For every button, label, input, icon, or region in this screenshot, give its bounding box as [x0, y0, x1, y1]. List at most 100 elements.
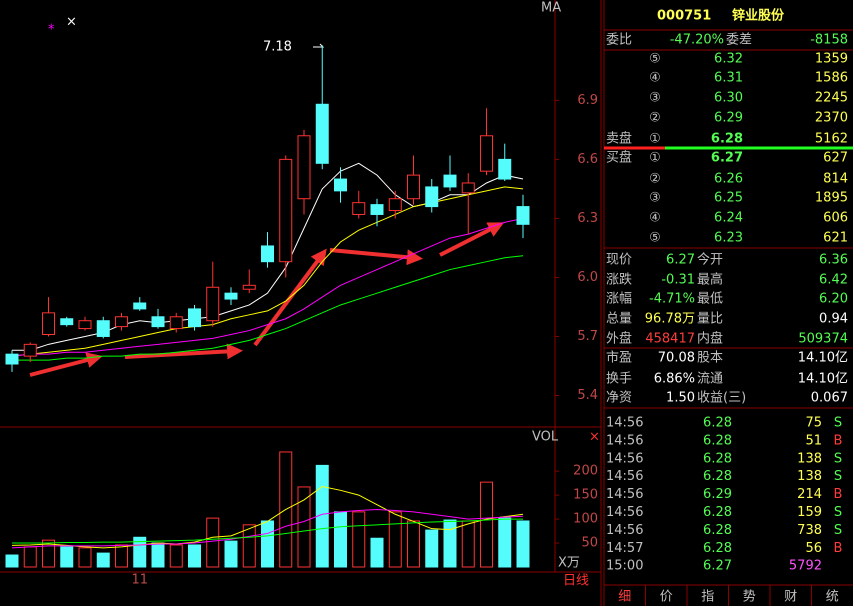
quote-text: B — [834, 433, 843, 448]
quote-text: S — [834, 451, 842, 466]
quote-text: ① — [649, 151, 661, 166]
quote-text: ③ — [649, 91, 661, 106]
y-tick-label: 6.9 — [577, 93, 598, 108]
quote-text: 14:56 — [606, 523, 643, 538]
candle-body — [60, 318, 74, 326]
quote-text: 2245 — [815, 91, 848, 106]
quote-text: 14:56 — [606, 433, 643, 448]
candle-body — [188, 308, 201, 328]
quote-text: 6.86% — [654, 372, 695, 387]
quote-text: ④ — [649, 71, 661, 86]
quote-text: 6.28 — [703, 523, 732, 538]
volume-bar — [425, 529, 439, 568]
quote-text: 6.28 — [711, 132, 743, 147]
volume-bar — [407, 520, 420, 568]
quote-text: 70.08 — [658, 351, 695, 366]
quote-text: 15:00 — [606, 559, 643, 574]
quote-text: 14:57 — [606, 541, 643, 556]
quote-text: 14:56 — [606, 451, 643, 466]
y-tick-label: 6.3 — [577, 211, 598, 226]
quote-text: S — [834, 469, 842, 484]
quote-text: 6.23 — [714, 231, 743, 246]
close-icon[interactable]: × — [589, 430, 600, 445]
quote-text: -47.20% — [670, 33, 724, 48]
candle-body — [42, 312, 55, 335]
y-tick-label: 5.4 — [577, 388, 598, 403]
tab[interactable]: 细 — [618, 590, 631, 605]
candle-body — [480, 135, 493, 172]
quote-text: 6.32 — [714, 52, 743, 67]
quote-text: 6.28 — [703, 469, 732, 484]
volume-bar — [443, 519, 457, 568]
quote-text: 458417 — [645, 332, 695, 347]
period-button[interactable]: 日线 — [563, 574, 589, 589]
quote-text: 委差 — [726, 33, 752, 48]
quote-text: 96.78万 — [645, 312, 695, 327]
volume-bar — [388, 511, 402, 568]
volume-bar — [498, 517, 512, 568]
quote-text: B — [834, 487, 843, 502]
quote-text: 6.28 — [703, 541, 732, 556]
y-tick-label: 50 — [581, 536, 598, 551]
ma-line — [11, 217, 524, 357]
quote-text: S — [834, 523, 842, 538]
vol-ma-line — [11, 508, 524, 549]
quote-text: 内盘 — [697, 331, 723, 347]
quote-text: 6.27 — [666, 253, 695, 268]
quote-text: 股本 — [697, 351, 723, 366]
candle-body — [388, 198, 402, 212]
quote-text: 1586 — [815, 71, 848, 86]
quote-text: 量比 — [697, 312, 723, 327]
quote-text: 总量 — [606, 312, 632, 327]
volume-bar — [5, 554, 19, 568]
tab[interactable]: 财 — [784, 590, 797, 605]
quote-text: 6.24 — [714, 211, 743, 226]
vol-ma-line — [11, 485, 524, 549]
candle-body — [443, 174, 457, 188]
candle-body — [133, 302, 147, 310]
quote-text: 现价 — [606, 253, 632, 268]
tab[interactable]: 价 — [660, 590, 673, 605]
quote-text: B — [834, 541, 843, 556]
quote-text: 14.10亿 — [798, 372, 848, 387]
quote-text: 6.26 — [714, 172, 743, 187]
quote-text: 6.30 — [714, 91, 743, 106]
volume-bar — [242, 524, 256, 568]
quote-text: 外盘 — [606, 331, 632, 347]
volume-bar — [78, 547, 92, 568]
quote-text: -4.71% — [649, 292, 695, 307]
volume-bar — [169, 544, 183, 568]
candle-body — [5, 353, 19, 365]
quote-text: 净资 — [606, 391, 632, 406]
quote-text: 814 — [823, 172, 848, 187]
candle-body — [425, 186, 439, 208]
tab[interactable]: 统 — [826, 590, 839, 605]
quote-text: 1895 — [815, 191, 848, 206]
candle-body — [315, 103, 329, 164]
tab[interactable]: 指 — [701, 590, 714, 605]
quote-text: 最低 — [697, 292, 723, 307]
quote-text: 509374 — [798, 332, 848, 347]
candle-body — [498, 158, 512, 180]
quote-text: 1359 — [815, 52, 848, 67]
volume-bar — [334, 511, 347, 568]
tab[interactable]: 势 — [743, 589, 756, 605]
quote-text: 1.50 — [666, 391, 695, 406]
candle-body — [407, 174, 420, 200]
volume-bar — [461, 520, 475, 568]
quote-text: 6.27 — [703, 559, 732, 574]
vol-ma-line — [12, 518, 523, 544]
quote-text: 0.067 — [811, 391, 848, 406]
quote-text: S — [834, 505, 842, 520]
quote-text: 138 — [797, 451, 822, 466]
quote-text: 收益(三) — [697, 391, 746, 406]
quote-text: 涨幅 — [606, 292, 632, 307]
quote-text: 6.27 — [711, 151, 743, 166]
candle-body — [224, 292, 238, 300]
high-annotation: 7.18 — [263, 40, 292, 55]
volume-bar — [352, 511, 366, 568]
volume-bar — [370, 537, 384, 568]
candle-body — [516, 206, 530, 225]
candle-body — [78, 320, 92, 330]
quote-text: 606 — [823, 211, 848, 226]
